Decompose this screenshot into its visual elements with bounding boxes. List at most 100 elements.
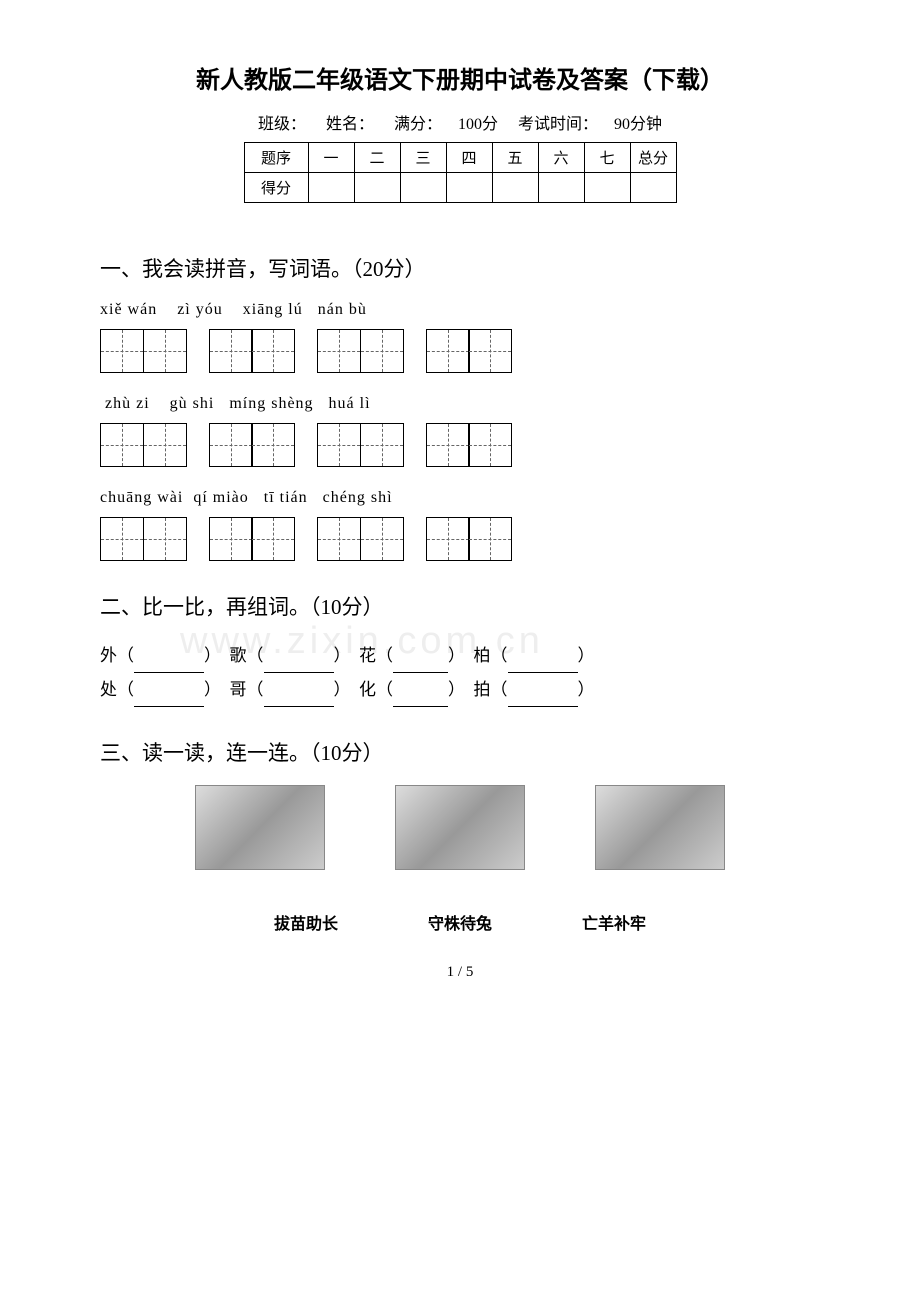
char-box (426, 329, 470, 373)
table-row: 题序 一 二 三 四 五 六 七 总分 (244, 143, 676, 173)
fill-blank (508, 689, 578, 707)
pinyin-block-1: xiě wán zì yóu xiāng lú nán bù (100, 301, 820, 373)
char-box (426, 517, 470, 561)
char-box (143, 517, 187, 561)
pinyin-group: xiāng lú (243, 301, 303, 318)
pinyin-group: tī tián (264, 489, 308, 506)
section2-title: 二、比一比，再组词。（10分） (100, 591, 820, 621)
idiom-label: 守株待兔 (428, 910, 492, 934)
table-cell (538, 173, 584, 203)
time-label: 考试时间： (518, 116, 598, 133)
char-box (317, 329, 361, 373)
box-group (100, 423, 187, 467)
char-box (100, 517, 144, 561)
name-label: 姓名： (326, 116, 374, 133)
pinyin-row: chuāng wài qí miào tī tián chéng shì (100, 489, 820, 507)
pinyin-group: chéng shì (323, 489, 393, 506)
table-cell (308, 173, 354, 203)
score-table: 题序 一 二 三 四 五 六 七 总分 得分 (244, 142, 677, 203)
pinyin-row: xiě wán zì yóu xiāng lú nán bù (100, 301, 820, 319)
compare-char: ） 化（ (334, 680, 394, 699)
table-cell: 总分 (630, 143, 676, 173)
pinyin-group: gù shi (170, 395, 215, 412)
table-cell: 六 (538, 143, 584, 173)
char-box (251, 329, 295, 373)
char-box (468, 423, 512, 467)
table-cell (584, 173, 630, 203)
pinyin-group: xiě wán (100, 301, 157, 318)
boxes-row (100, 517, 820, 561)
compare-char: ） 花（ (334, 646, 394, 665)
box-group (100, 329, 187, 373)
pinyin-group: nán bù (318, 301, 367, 318)
pinyin-group: chuāng wài (100, 489, 183, 506)
char-box (100, 329, 144, 373)
section3-title: 三、读一读，连一连。（10分） (100, 737, 820, 767)
pinyin-block-2: zhù zi gù shi míng shèng huá lì (100, 395, 820, 467)
pinyin-block-3: chuāng wài qí miào tī tián chéng shì (100, 489, 820, 561)
compare-char: ） 拍（ (448, 680, 508, 699)
compare-char: 外（ (100, 646, 134, 665)
time-value: 90分钟 (614, 116, 662, 133)
table-cell: 五 (492, 143, 538, 173)
table-cell (492, 173, 538, 203)
box-group (317, 423, 404, 467)
box-group (426, 423, 513, 467)
table-cell: 二 (354, 143, 400, 173)
char-box (251, 517, 295, 561)
labels-row: 拔苗助长 守株待兔 亡羊补牢 (100, 910, 820, 934)
table-cell: 题序 (244, 143, 308, 173)
pinyin-group: zhù zi (105, 395, 150, 412)
compare-char: ） 歌（ (204, 646, 264, 665)
table-cell (446, 173, 492, 203)
pinyin-group: huá lì (329, 395, 371, 412)
compare-char: ） 柏（ (448, 646, 508, 665)
table-cell (354, 173, 400, 203)
story-image-3 (595, 785, 725, 870)
table-cell: 三 (400, 143, 446, 173)
char-box (100, 423, 144, 467)
table-cell: 四 (446, 143, 492, 173)
char-box (426, 423, 470, 467)
char-box (360, 423, 404, 467)
compare-char: ） 哥（ (204, 680, 264, 699)
exam-info-line: 班级： 姓名： 满分：100分 考试时间：90分钟 (100, 110, 820, 134)
compare-char: ） (578, 680, 595, 699)
char-box (209, 423, 253, 467)
table-row: 得分 (244, 173, 676, 203)
char-box (143, 329, 187, 373)
fill-blank (393, 689, 448, 707)
story-image-2 (395, 785, 525, 870)
char-box (360, 517, 404, 561)
box-group (426, 517, 513, 561)
box-group (317, 329, 404, 373)
boxes-row (100, 329, 820, 373)
char-box (209, 517, 253, 561)
fill-blank (508, 655, 578, 673)
box-group (209, 423, 296, 467)
box-group (426, 329, 513, 373)
char-box (468, 517, 512, 561)
document-content: 新人教版二年级语文下册期中试卷及答案（下载） 班级： 姓名： 满分：100分 考… (100, 60, 820, 981)
class-label: 班级： (258, 116, 306, 133)
char-box (251, 423, 295, 467)
char-box (360, 329, 404, 373)
table-cell: 一 (308, 143, 354, 173)
box-group (209, 517, 296, 561)
fill-blank (264, 655, 334, 673)
fullscore-label: 满分： (394, 116, 442, 133)
pinyin-group: qí miào (193, 489, 248, 506)
pinyin-group: zì yóu (177, 301, 223, 318)
table-cell (400, 173, 446, 203)
section1-title: 一、我会读拼音，写词语。（20分） (100, 253, 820, 283)
images-row (100, 785, 820, 870)
compare-line-2: 处（） 哥（） 化（） 拍（） (100, 673, 820, 707)
page-number: 1 / 5 (100, 964, 820, 981)
box-group (100, 517, 187, 561)
idiom-label: 拔苗助长 (274, 910, 338, 934)
char-box (468, 329, 512, 373)
fill-blank (264, 689, 334, 707)
fill-blank (134, 655, 204, 673)
box-group (209, 329, 296, 373)
table-cell: 得分 (244, 173, 308, 203)
